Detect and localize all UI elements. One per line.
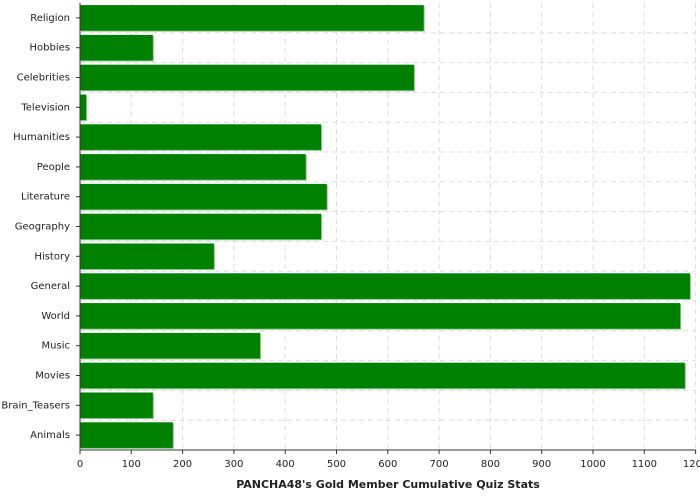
bar xyxy=(80,183,327,210)
bar xyxy=(80,362,685,389)
y-tick-label: Music xyxy=(42,341,70,352)
bar xyxy=(80,64,414,91)
x-tick-label: 400 xyxy=(276,459,295,470)
x-tick-label: 1000 xyxy=(580,459,605,470)
x-tick-label: 0 xyxy=(77,459,83,470)
bar xyxy=(80,124,322,150)
y-tick-label: Movies xyxy=(35,371,70,382)
bar xyxy=(80,273,690,299)
y-tick-label: Geography xyxy=(15,222,70,233)
bar xyxy=(80,213,322,240)
bar xyxy=(80,422,173,448)
bar xyxy=(80,332,261,359)
x-tick-label: 700 xyxy=(430,459,449,470)
y-tick-label: Hobbies xyxy=(30,43,70,54)
bar xyxy=(80,34,153,61)
x-tick-label: 200 xyxy=(173,459,192,470)
y-tick-label: Television xyxy=(20,102,70,113)
y-tick-label: Animals xyxy=(30,430,70,441)
y-tick-label: World xyxy=(41,311,70,322)
bar xyxy=(80,243,214,270)
x-tick-label: 600 xyxy=(378,459,397,470)
x-tick-label: 900 xyxy=(532,459,551,470)
y-tick-label: Celebrities xyxy=(17,73,70,84)
bar xyxy=(80,94,87,121)
y-tick-label: Brain_Teasers xyxy=(1,400,70,411)
x-tick-label: 800 xyxy=(481,459,500,470)
bar xyxy=(80,303,681,329)
y-tick-label: Humanities xyxy=(13,132,70,143)
x-tick-label: 100 xyxy=(122,459,141,470)
x-axis-title: PANCHA48's Gold Member Cumulative Quiz S… xyxy=(236,478,540,491)
bar xyxy=(80,5,424,31)
y-tick-label: General xyxy=(31,281,70,292)
y-tick-label: People xyxy=(37,162,70,173)
x-tick-label: 500 xyxy=(327,459,346,470)
x-tick-label: 300 xyxy=(224,459,243,470)
bar xyxy=(80,154,306,180)
x-tick-label: 1100 xyxy=(632,459,657,470)
y-tick-label: Literature xyxy=(21,192,70,203)
x-tick-label: 1200 xyxy=(683,459,700,470)
y-tick-label: Religion xyxy=(30,13,70,24)
y-tick-label: History xyxy=(34,251,70,262)
bar xyxy=(80,392,153,419)
